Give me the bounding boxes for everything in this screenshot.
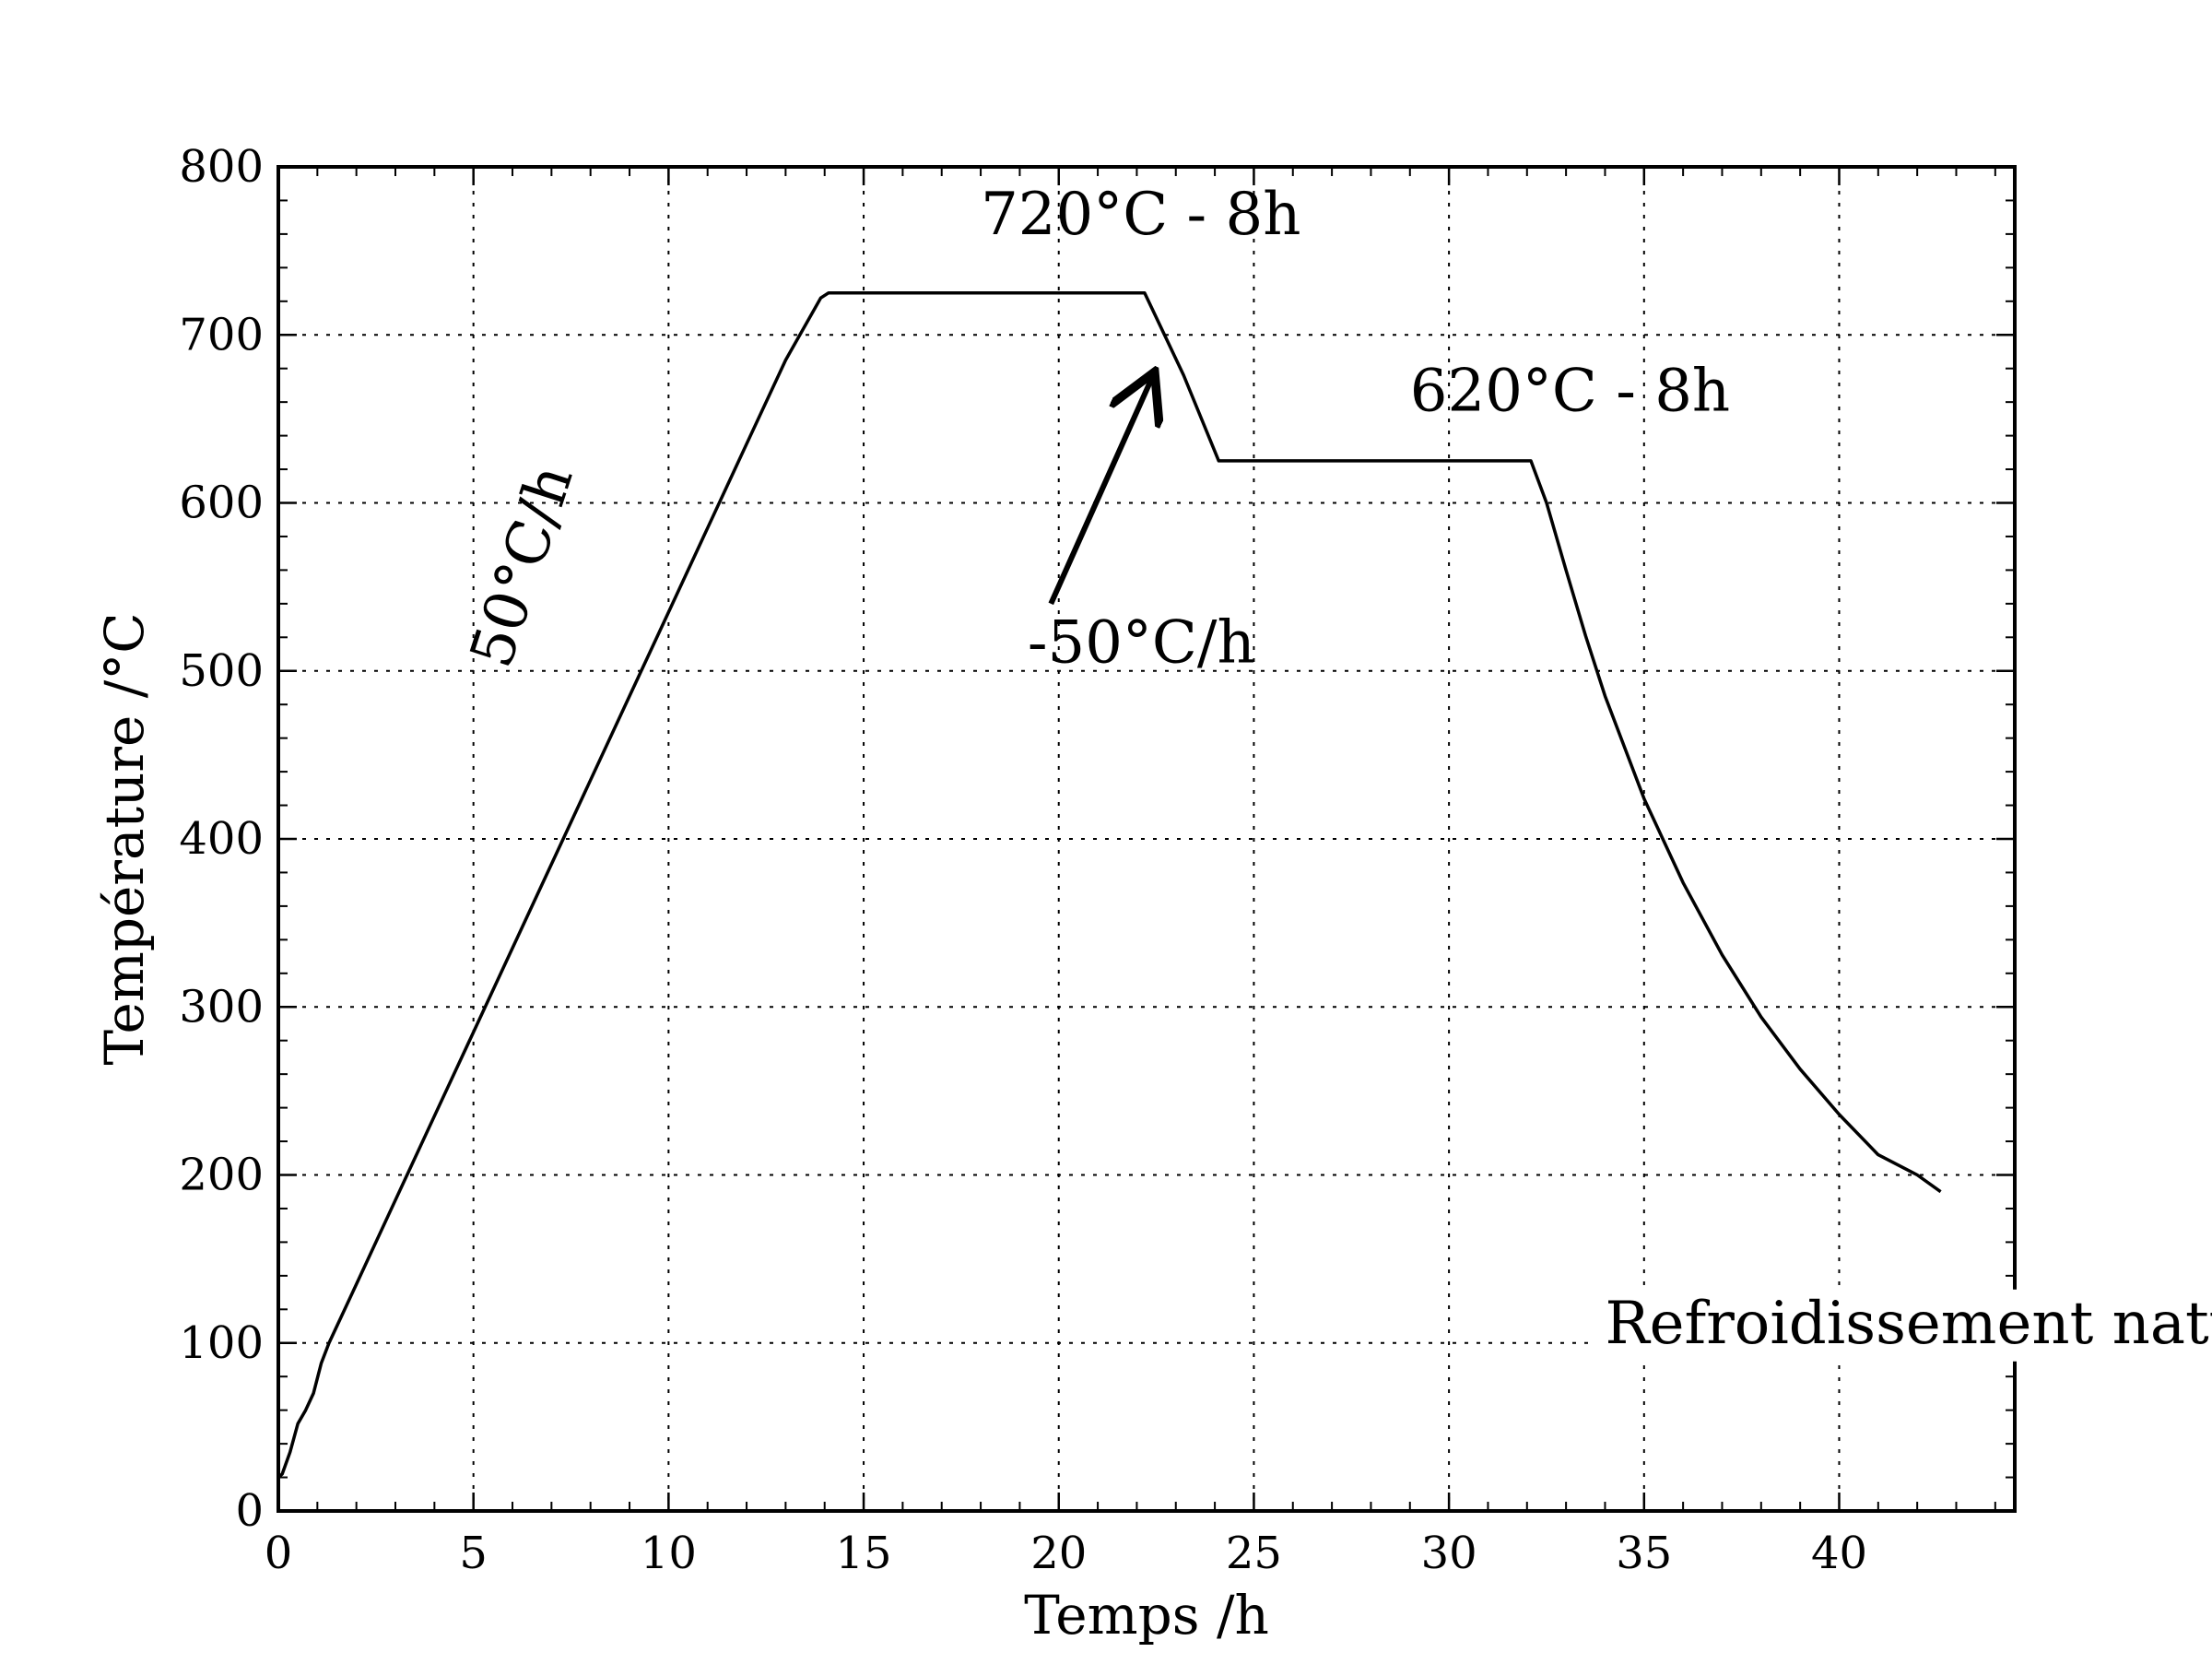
y-tick-label: 100 <box>179 1317 264 1369</box>
annotation-arrow <box>1048 377 1152 606</box>
y-tick-label: 200 <box>179 1150 264 1201</box>
y-tick-label: 0 <box>235 1485 264 1537</box>
x-tick-label: 0 <box>265 1528 293 1579</box>
x-tick-label: 5 <box>459 1528 488 1579</box>
y-tick-label: 400 <box>179 813 264 865</box>
x-tick-label: 25 <box>1226 1528 1282 1579</box>
annotation-text: 620°C - 8h <box>1410 357 1730 425</box>
annotation-text: 720°C - 8h <box>981 181 1300 249</box>
x-tick-label: 10 <box>641 1528 697 1579</box>
series-layer <box>276 290 1942 1479</box>
tick-labels: 0 5 10 15 20 25 30 35 40010020030040050060070080… <box>179 141 1867 1579</box>
x-tick-label: 15 <box>836 1528 892 1579</box>
plot-frame <box>276 165 2017 1513</box>
annotation-background <box>1594 1289 2212 1362</box>
y-tick-label: 800 <box>179 141 264 193</box>
x-tick-label: 30 <box>1421 1528 1477 1579</box>
x-tick-label: 35 <box>1616 1528 1672 1579</box>
grid-lines <box>278 167 2015 1511</box>
annotations: 720°C - 8h 620°C - 8h 50°C/h -50°C/h Refroid… <box>458 181 2212 1362</box>
annotation-text: Refroidissement naturel <box>1605 1290 2212 1358</box>
x-tick-label: 20 <box>1030 1528 1087 1579</box>
series-line-0 <box>276 290 1942 1479</box>
x-tick-label: 40 <box>1811 1528 1867 1579</box>
y-tick-label: 600 <box>179 478 264 529</box>
y-axis-label: Température /°C <box>93 612 156 1065</box>
y-tick-label: 500 <box>179 645 264 697</box>
x-axis-label: Temps /h <box>1024 1584 1269 1646</box>
annotation-text: 50°C/h <box>458 457 587 676</box>
annotation-text: -50°C/h <box>1028 609 1255 678</box>
y-tick-label: 700 <box>179 309 264 360</box>
y-tick-label: 300 <box>179 981 264 1033</box>
